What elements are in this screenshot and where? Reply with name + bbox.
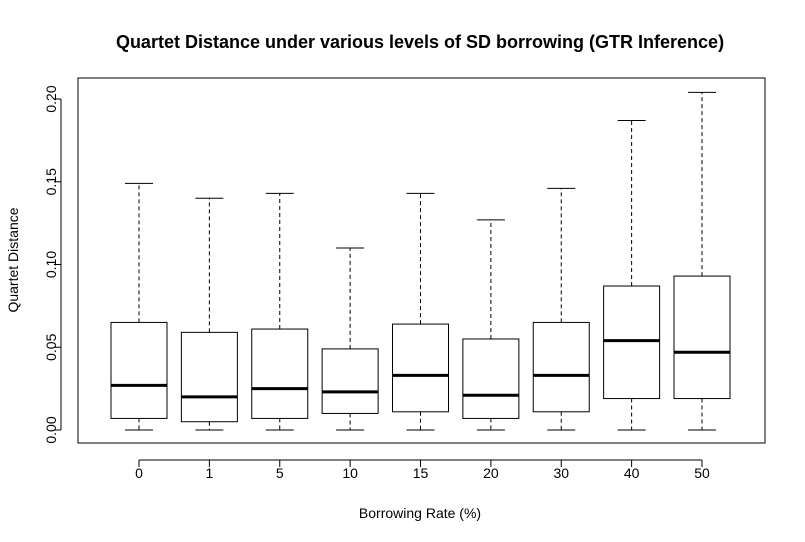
box-4 xyxy=(392,323,449,413)
y-tick-label-3: 0.15 xyxy=(43,168,59,195)
box-8 xyxy=(673,275,731,400)
y-tick-label-1: 0.05 xyxy=(43,333,59,360)
box-2 xyxy=(251,328,309,419)
box-7 xyxy=(603,285,661,400)
x-tick-label-6: 30 xyxy=(553,465,569,481)
y-tick-label-0: 0.00 xyxy=(43,416,59,443)
y-tick-label-2: 0.10 xyxy=(43,251,59,278)
x-tick-label-3: 10 xyxy=(342,465,358,481)
x-tick-label-2: 5 xyxy=(276,465,284,481)
x-axis-label: Borrowing Rate (%) xyxy=(359,505,481,521)
plot-layer: 0.000.050.100.150.200 1 5 10 15 20 30 40 50 xyxy=(43,85,731,481)
box-5 xyxy=(462,338,520,419)
plot-frame xyxy=(77,77,766,444)
x-tick-label-7: 40 xyxy=(624,465,640,481)
x-tick-label-1: 1 xyxy=(205,465,213,481)
chart-title: Quartet Distance under various levels of… xyxy=(116,32,724,52)
y-tick-label-4: 0.20 xyxy=(43,85,59,112)
x-tick-label-0: 0 xyxy=(135,465,143,481)
box-0 xyxy=(110,321,168,419)
x-tick-label-5: 20 xyxy=(483,465,499,481)
box-6 xyxy=(532,321,590,413)
box-3 xyxy=(321,348,379,414)
x-tick-label-4: 15 xyxy=(413,465,429,481)
x-tick-label-8: 50 xyxy=(694,465,710,481)
y-axis-label: Quartet Distance xyxy=(5,207,21,312)
box-1 xyxy=(180,331,238,423)
